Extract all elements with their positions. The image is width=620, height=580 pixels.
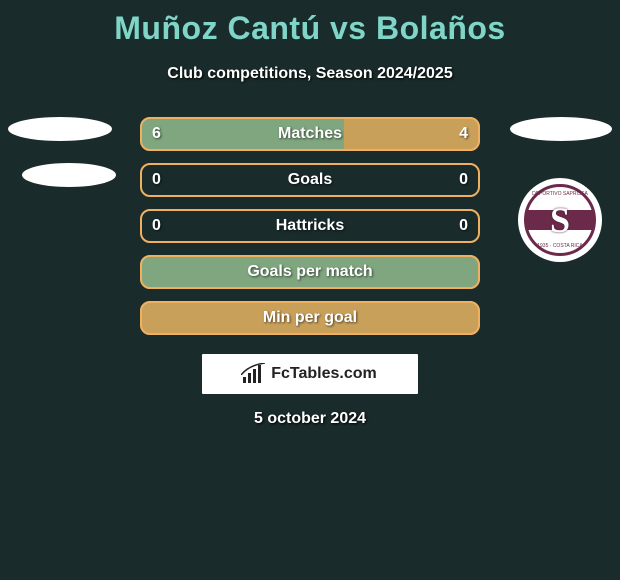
stat-label: Goals [140, 163, 480, 197]
team-logo-left-icon [22, 163, 116, 187]
team-crest-right-icon: DEPORTIVO SAPRISSA S 1935 · COSTA RICA [518, 178, 602, 262]
stat-value-right: 0 [459, 163, 468, 197]
stat-label: Goals per match [140, 255, 480, 289]
stat-bar: Goals per match [140, 255, 480, 289]
stat-label: Min per goal [140, 301, 480, 335]
page-title: Muñoz Cantú vs Bolaños [0, 0, 620, 47]
stat-value-right: 4 [459, 117, 468, 151]
team-logo-left-icon [8, 117, 112, 141]
stat-label: Hattricks [140, 209, 480, 243]
stat-row-gpm: Goals per match [0, 255, 620, 289]
chart-icon [243, 365, 265, 383]
crest-text-top: DEPORTIVO SAPRISSA [527, 191, 593, 197]
crest-text-bot: 1935 · COSTA RICA [527, 243, 593, 249]
stat-label: Matches [140, 117, 480, 151]
subtitle: Club competitions, Season 2024/2025 [0, 65, 620, 83]
stat-bar: 6 Matches 4 [140, 117, 480, 151]
stat-bar: Min per goal [140, 301, 480, 335]
stat-bar: 0 Goals 0 [140, 163, 480, 197]
stat-bar: 0 Hattricks 0 [140, 209, 480, 243]
date-line: 5 october 2024 [0, 410, 620, 428]
stat-row-matches: 6 Matches 4 [0, 117, 620, 151]
crest-letter: S [550, 199, 570, 241]
stat-value-right: 0 [459, 209, 468, 243]
branding-box: FcTables.com [202, 354, 418, 394]
team-logo-right-icon [510, 117, 612, 141]
branding-text: FcTables.com [271, 365, 377, 383]
stat-row-mpg: Min per goal [0, 301, 620, 335]
